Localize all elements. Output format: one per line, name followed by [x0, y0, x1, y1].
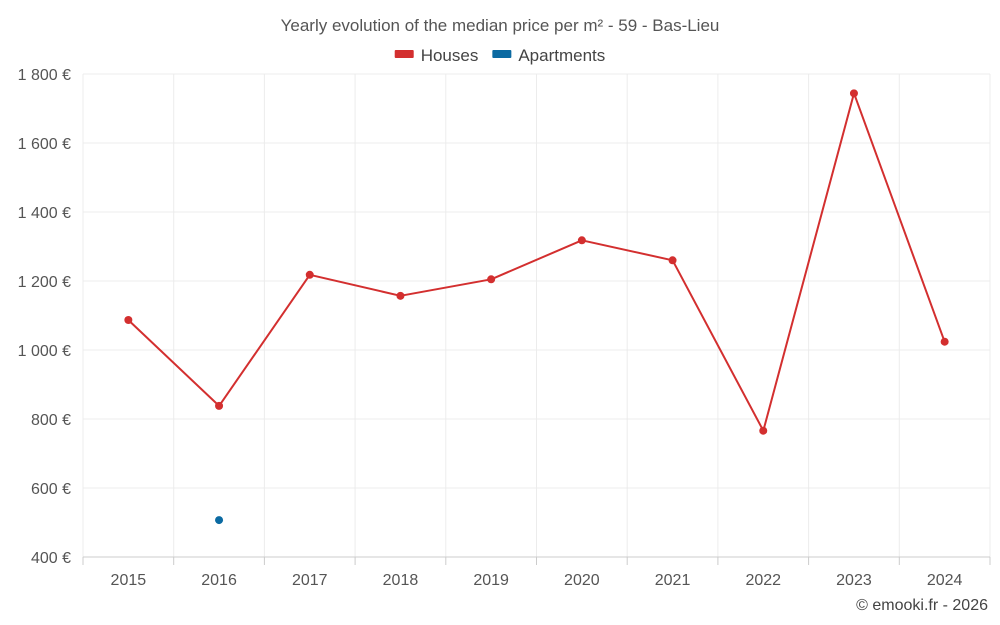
y-tick-label: 1 600 € — [18, 136, 71, 153]
x-tick-label: 2018 — [383, 572, 419, 589]
series-line-houses — [127, 92, 946, 432]
data-point-houses[interactable] — [487, 275, 496, 284]
data-point-houses[interactable] — [124, 315, 133, 324]
x-tick-label: 2021 — [655, 572, 691, 589]
data-point-apartments[interactable] — [215, 516, 224, 525]
data-point-houses[interactable] — [940, 337, 949, 346]
y-tick-label: 600 € — [31, 481, 71, 498]
data-point-houses[interactable] — [215, 401, 224, 410]
data-point-houses[interactable] — [305, 270, 314, 279]
data-point-houses[interactable] — [759, 426, 768, 435]
chart-title: Yearly evolution of the median price per… — [281, 16, 720, 35]
x-tick-label: 2016 — [201, 572, 237, 589]
grid — [82, 73, 991, 557]
axes: 400 € 600 € 800 € 1 000 € 1 200 € 1 400 € 1 60… — [18, 67, 991, 589]
data-point-houses[interactable] — [849, 89, 858, 98]
y-tick-label: 1 800 € — [18, 67, 71, 84]
x-tick-label: 2022 — [745, 572, 781, 589]
y-tick-label: 400 € — [31, 550, 71, 567]
data-point-houses[interactable] — [668, 256, 677, 265]
x-tick-label: 2020 — [564, 572, 600, 589]
x-tick-label: 2024 — [927, 572, 963, 589]
x-tick-label: 2017 — [292, 572, 328, 589]
legend: Houses Apartments — [394, 46, 605, 65]
legend-item-apartments[interactable]: Apartments — [492, 46, 605, 65]
y-tick-label: 1 200 € — [18, 274, 71, 291]
legend-swatch — [492, 50, 512, 58]
legend-item-houses[interactable]: Houses — [394, 46, 479, 65]
y-tick-label: 800 € — [31, 412, 71, 429]
legend-label: Houses — [421, 46, 479, 65]
x-tick-label: 2019 — [473, 572, 509, 589]
data-point-houses[interactable] — [396, 291, 405, 300]
y-tick-label: 1 400 € — [18, 205, 71, 222]
series — [124, 89, 949, 525]
legend-label: Apartments — [518, 46, 605, 65]
x-tick-label: 2023 — [836, 572, 872, 589]
credit-text: © emooki.fr - 2026 — [856, 597, 988, 614]
legend-swatch — [394, 50, 414, 58]
data-point-houses[interactable] — [577, 236, 586, 245]
y-tick-label: 1 000 € — [18, 343, 71, 360]
x-tick-label: 2015 — [111, 572, 147, 589]
